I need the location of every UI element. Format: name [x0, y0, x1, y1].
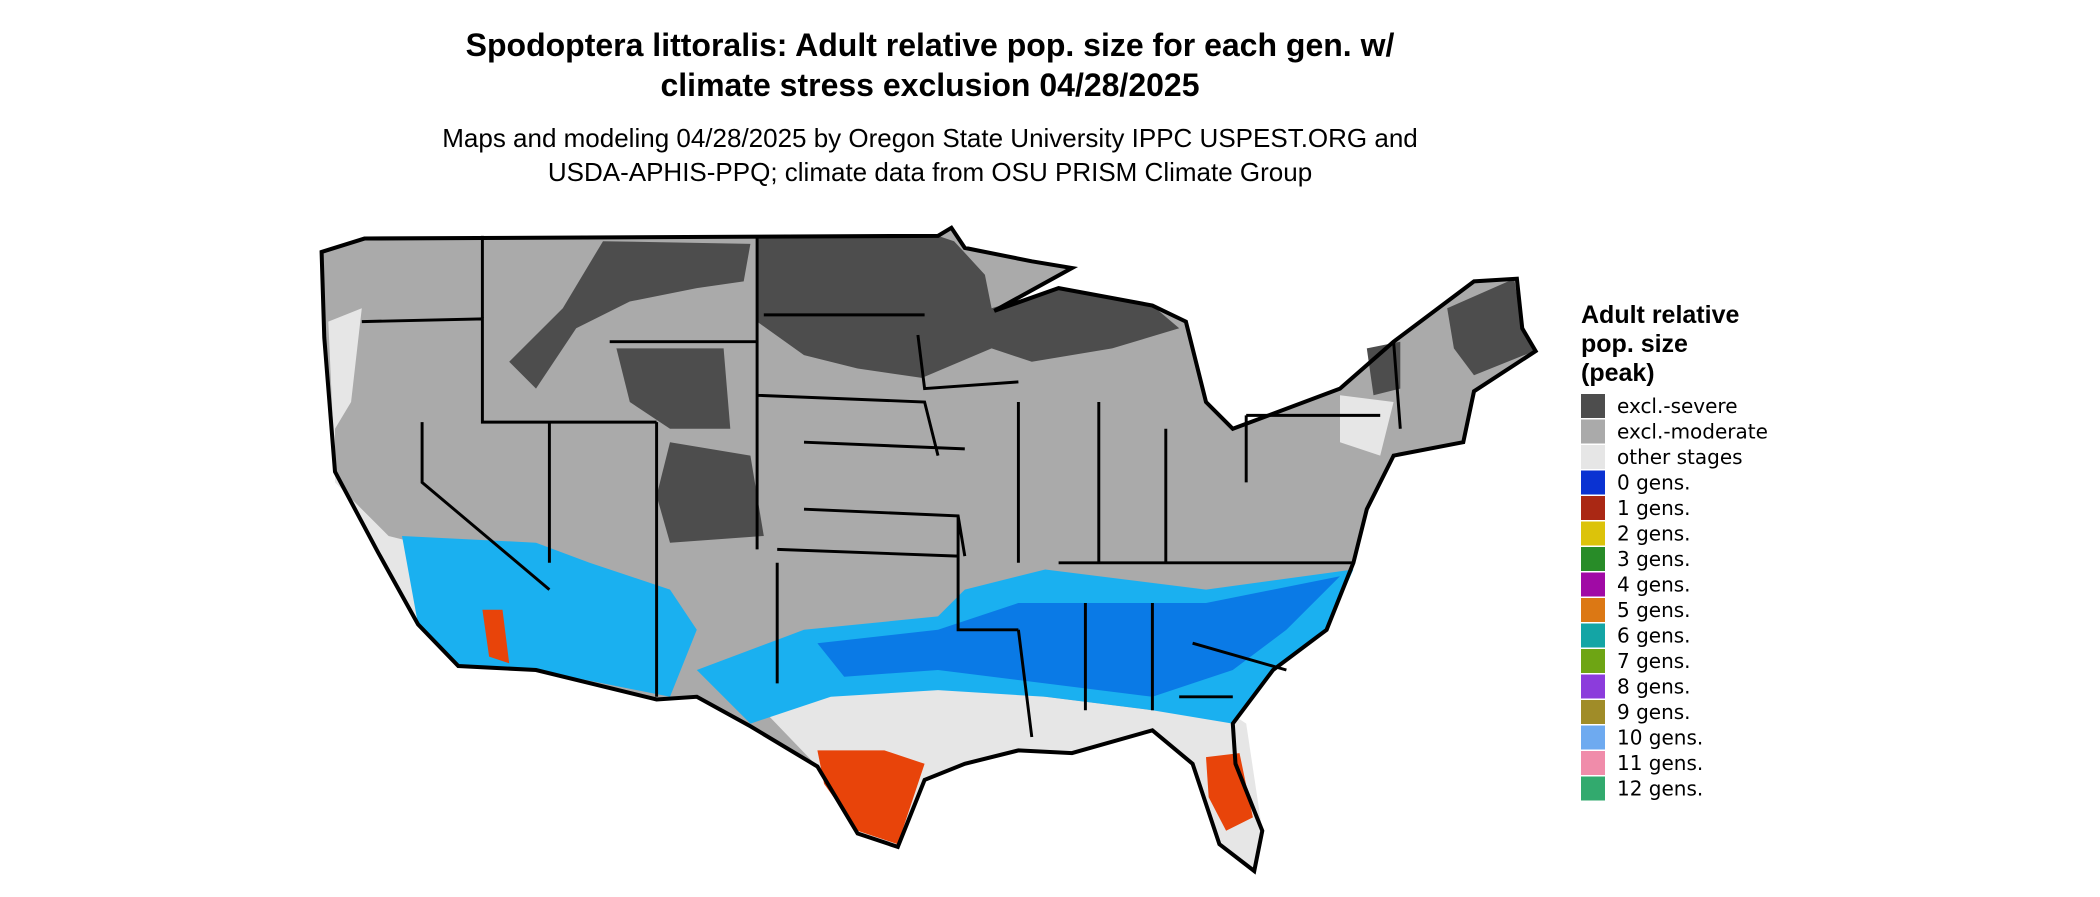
legend-swatch [1581, 674, 1605, 699]
gen-band [402, 536, 697, 697]
legend-label: other stages [1617, 445, 1743, 469]
us-map [319, 225, 1539, 875]
gen-orange [817, 750, 925, 845]
legend-label: 2 gens. [1617, 522, 1691, 546]
legend-swatch [1581, 496, 1605, 520]
legend-swatch [1581, 649, 1605, 673]
legend-swatch [1581, 419, 1605, 444]
legend-swatch [1581, 547, 1605, 571]
legend-swatch [1581, 521, 1605, 546]
other-stages-area [1340, 395, 1394, 456]
legend-label: 7 gens. [1617, 649, 1691, 673]
legend-swatch [1581, 751, 1605, 775]
excl-severe-area [656, 442, 764, 543]
legend-label: 6 gens. [1617, 624, 1691, 648]
legend-label: 1 gens. [1617, 496, 1691, 520]
legend-swatch [1581, 725, 1605, 750]
legend-swatch [1581, 572, 1605, 597]
legend-swatch [1581, 700, 1605, 724]
legend-title: pop. size [1581, 330, 1688, 358]
title: climate stress exclusion 04/28/2025 [660, 67, 1199, 103]
legend-title: Adult relative [1581, 301, 1739, 329]
excl-severe-area [1366, 278, 1535, 396]
title: Spodoptera littoralis: Adult relative po… [466, 27, 1395, 63]
legend-swatch [1581, 776, 1605, 801]
legend: Adult relative pop. size (peak) excl.-se… [1581, 301, 1768, 801]
legend-swatch [1581, 445, 1605, 469]
legend-swatch [1581, 394, 1605, 418]
legend-swatch [1581, 598, 1605, 622]
legend-label: 5 gens. [1617, 598, 1691, 622]
legend-label: excl.-moderate [1617, 420, 1768, 444]
us-border [319, 225, 1539, 875]
legend-label: 8 gens. [1617, 675, 1691, 699]
subtitle: Maps and modeling 04/28/2025 by Oregon S… [442, 123, 1418, 153]
excl-severe-area [757, 235, 1180, 378]
state-lines [361, 235, 1402, 738]
legend-swatch [1581, 470, 1605, 495]
subtitle: USDA-APHIS-PPQ; climate data from OSU PR… [548, 157, 1312, 187]
legend-title: (peak) [1581, 359, 1655, 387]
gen-band-dark [817, 576, 1340, 697]
legend-label: excl.-severe [1617, 394, 1738, 418]
legend-label: 12 gens. [1617, 777, 1703, 801]
legend-label: 0 gens. [1617, 471, 1691, 495]
excl-severe-area [509, 241, 751, 389]
legend-label: 9 gens. [1617, 700, 1691, 724]
legend-swatch [1581, 623, 1605, 648]
excl-severe-area [616, 348, 731, 429]
legend-label: 4 gens. [1617, 573, 1691, 597]
gen-orange [482, 609, 510, 664]
legend-label: 3 gens. [1617, 547, 1691, 571]
legend-label: 11 gens. [1617, 751, 1703, 775]
gen-orange [1206, 753, 1253, 831]
legend-label: 10 gens. [1617, 726, 1703, 750]
